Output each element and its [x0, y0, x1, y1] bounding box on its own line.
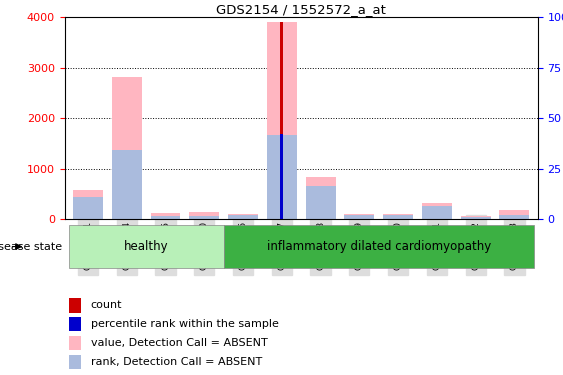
Bar: [422, 202, 452, 219]
Bar: [112, 150, 142, 219]
Text: percentile rank within the sample: percentile rank within the sample: [91, 320, 279, 330]
Bar: [151, 216, 181, 219]
Bar: [189, 212, 219, 219]
Bar: [280, 22, 283, 219]
Bar: [267, 135, 297, 219]
Text: rank, Detection Call = ABSENT: rank, Detection Call = ABSENT: [91, 357, 262, 368]
Bar: [73, 197, 103, 219]
Bar: [267, 22, 297, 219]
Bar: [345, 215, 374, 219]
Text: count: count: [91, 300, 122, 310]
Bar: [69, 225, 224, 268]
Bar: [189, 216, 219, 219]
Bar: [383, 214, 413, 219]
Title: GDS2154 / 1552572_a_at: GDS2154 / 1552572_a_at: [216, 3, 386, 16]
Bar: [422, 206, 452, 219]
Bar: [383, 215, 413, 219]
Text: value, Detection Call = ABSENT: value, Detection Call = ABSENT: [91, 339, 267, 348]
Bar: [228, 215, 258, 219]
Bar: [461, 217, 490, 219]
Bar: [69, 336, 81, 351]
Bar: [112, 76, 142, 219]
Bar: [345, 214, 374, 219]
Bar: [224, 225, 534, 268]
Bar: [499, 210, 529, 219]
Bar: [151, 213, 181, 219]
Bar: [461, 216, 490, 219]
Bar: [69, 298, 81, 312]
Bar: [306, 186, 336, 219]
Bar: [280, 134, 283, 219]
Text: disease state: disease state: [0, 242, 62, 252]
Bar: [499, 215, 529, 219]
Text: inflammatory dilated cardiomyopathy: inflammatory dilated cardiomyopathy: [267, 240, 491, 253]
Text: healthy: healthy: [124, 240, 168, 253]
Bar: [73, 190, 103, 219]
Bar: [69, 318, 81, 332]
Bar: [306, 177, 336, 219]
Bar: [69, 356, 81, 369]
Bar: [228, 214, 258, 219]
